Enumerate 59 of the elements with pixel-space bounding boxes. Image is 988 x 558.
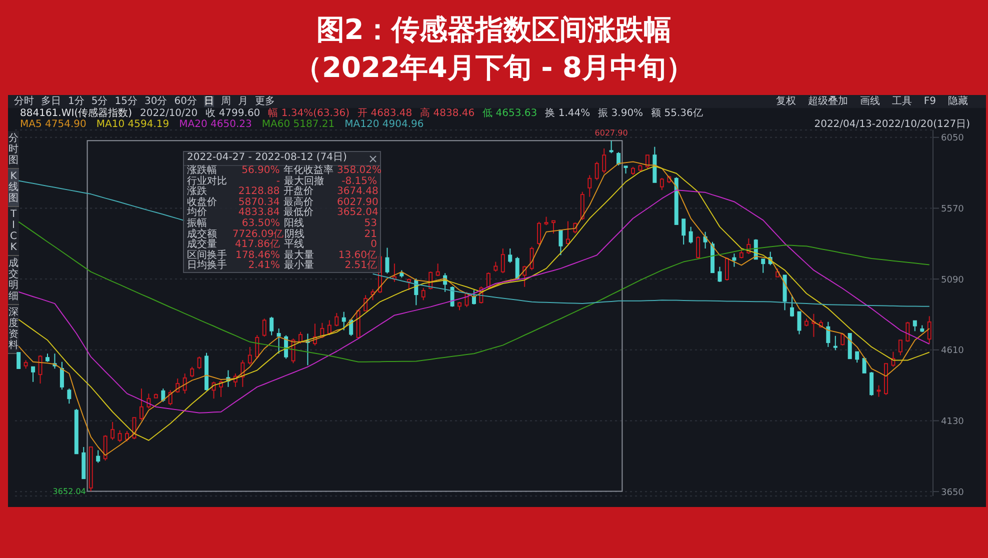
candlestick <box>82 446 86 480</box>
candlestick <box>88 446 93 492</box>
text: 涨跌幅 56.90% 年化收益率 358.02% <box>187 165 382 176</box>
text: 5187.21 <box>293 119 335 130</box>
candlestick <box>804 318 808 327</box>
text: MA120 <box>344 119 380 130</box>
text: 4650.23 <box>210 119 252 130</box>
text: 4754.90 <box>45 119 86 130</box>
text: 涨跌 2128.88 开盘价 3674.48 <box>187 186 378 198</box>
text: 复权 超级叠加 画线 工具 F9 隐藏 <box>776 96 968 107</box>
text: 均价 4833.84 最低价 3652.04 <box>187 207 378 218</box>
text: MA20 <box>179 119 208 130</box>
candlestick <box>645 154 650 169</box>
text: 成交量 417.86亿 平线 0 <box>187 239 377 250</box>
annotation: 深度资料 <box>8 307 19 351</box>
y-tick-label: 4610 <box>941 346 964 356</box>
text: 884161.WI(传感器指数) 2022/10/20 收 4799.60 幅 1.34%(63.36) 开 4683.48 高 4838.46 低 4653.63 换 1.44% 振 3.90% 额 55.36亿 <box>20 108 703 119</box>
text: MA10 <box>96 119 125 130</box>
candlestick <box>848 333 852 360</box>
text: 分时 多日 1分 5分 15分 30分 60分 日 周 月 更多 <box>14 96 275 107</box>
annotation: 成交明细 <box>8 258 19 302</box>
candlestick <box>16 352 21 369</box>
text: 收盘价 5870.34 最高价 6027.90 <box>187 196 378 208</box>
text: 2022/04/13-2022/10/20(127日) <box>814 119 970 130</box>
annotation: 分时图 <box>8 133 19 166</box>
y-tick-label: 5090 <box>941 275 964 286</box>
candlestick <box>342 311 346 331</box>
text: 成交额 7726.09亿阴线 21 <box>187 228 377 240</box>
text: 振幅 63.50% 阳线 53 <box>187 218 377 229</box>
candlestick <box>31 366 36 382</box>
annotation: K线图 <box>8 171 19 204</box>
candlestick <box>782 274 787 311</box>
candlestick <box>682 218 686 246</box>
candlestick <box>356 310 360 338</box>
candlestick <box>551 220 556 234</box>
candlestick <box>276 328 281 354</box>
chart-subtitle: （2022年4月下旬 - 8月中旬） <box>292 50 695 86</box>
text: 4594.19 <box>128 119 170 130</box>
annotation: 3652.04 <box>52 487 86 496</box>
y-tick-label: 5570 <box>941 204 964 214</box>
y-tick-label: 4130 <box>941 416 964 427</box>
text: MA60 <box>262 119 290 130</box>
annotation: 2022-04-27 - 2022-08-12 (74日) <box>187 152 348 164</box>
chart-title: 图2：传感器指数区间涨跌幅 <box>315 12 673 48</box>
text: 行业对比 - 最大回撤 -8.15% <box>187 176 377 187</box>
text: 区间换手 178.46% 最大量 13.60亿 <box>187 250 377 261</box>
candlestick <box>558 230 563 256</box>
candlestick <box>652 146 657 183</box>
candlestick <box>761 258 766 274</box>
text: 日均换手 2.41% 最小量 2.51亿 <box>187 260 377 272</box>
candlestick <box>334 312 339 327</box>
y-tick-label: 3650 <box>941 488 964 498</box>
candlestick <box>588 174 592 198</box>
text: 4904.96 <box>382 119 424 130</box>
candlestick <box>624 166 628 174</box>
y-tick-label: 6050 <box>941 134 964 144</box>
annotation: 6027.90 <box>594 128 628 138</box>
text: MA5 <box>20 119 42 130</box>
annotation: TICK <box>8 209 19 253</box>
